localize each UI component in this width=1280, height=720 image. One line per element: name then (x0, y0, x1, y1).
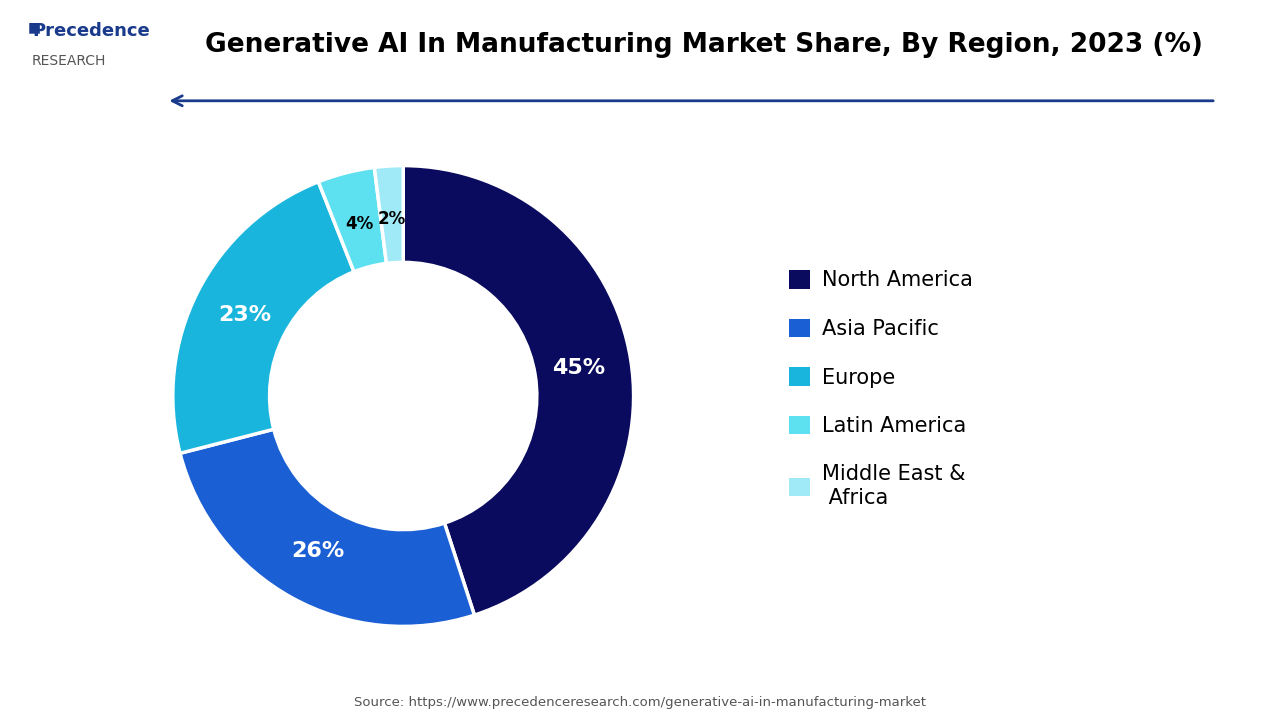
Legend: North America, Asia Pacific, Europe, Latin America, Middle East &
 Africa: North America, Asia Pacific, Europe, Lat… (778, 260, 983, 518)
Wedge shape (374, 166, 403, 264)
Wedge shape (403, 166, 634, 615)
Wedge shape (319, 168, 387, 271)
Text: ■: ■ (28, 20, 41, 34)
Text: Precedence: Precedence (32, 22, 150, 40)
Text: 45%: 45% (552, 359, 605, 378)
Text: Source: https://www.precedenceresearch.com/generative-ai-in-manufacturing-market: Source: https://www.precedenceresearch.c… (355, 696, 925, 709)
Text: 26%: 26% (291, 541, 344, 562)
Text: Generative AI In Manufacturing Market Share, By Region, 2023 (%): Generative AI In Manufacturing Market Sh… (205, 32, 1203, 58)
Text: 2%: 2% (378, 210, 406, 228)
Text: 4%: 4% (344, 215, 374, 233)
Wedge shape (173, 181, 355, 454)
Text: 23%: 23% (219, 305, 271, 325)
Wedge shape (180, 429, 475, 626)
Text: RESEARCH: RESEARCH (32, 54, 106, 68)
